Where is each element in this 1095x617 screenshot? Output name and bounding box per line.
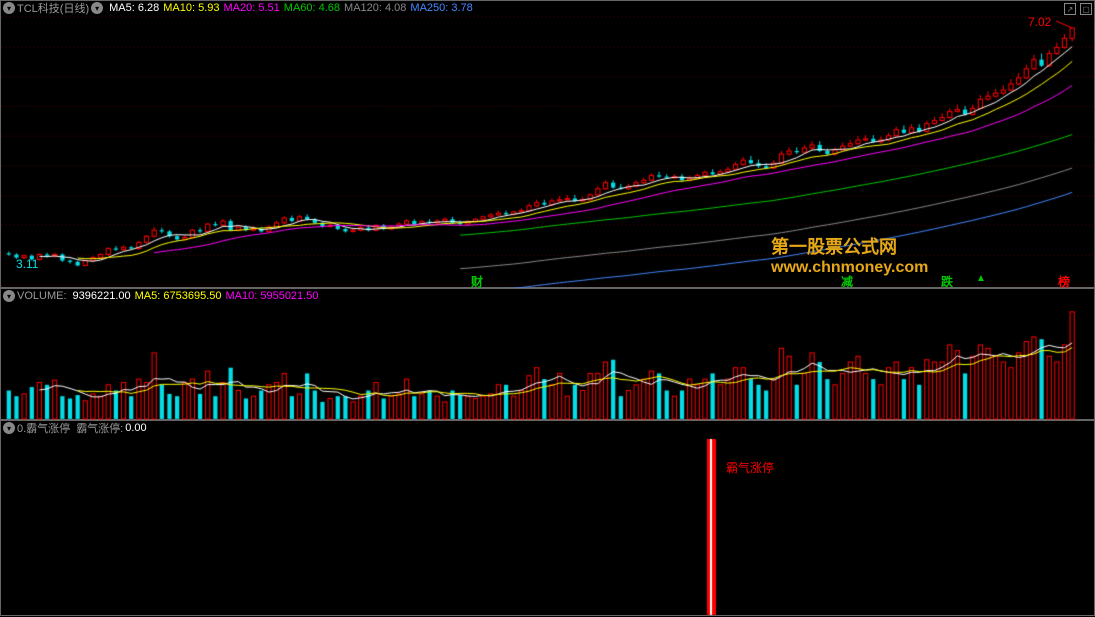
marker-label: 减 bbox=[841, 273, 853, 290]
stock-title: TCL科技(日线) bbox=[17, 0, 89, 16]
collapse-icon[interactable]: ▾ bbox=[3, 422, 15, 434]
settings-icon[interactable]: ▢ bbox=[1080, 3, 1092, 15]
price-low-label: 3.11 bbox=[16, 257, 38, 271]
ma-indicator: MA60: 4.68 bbox=[284, 2, 340, 14]
arrow-up-icon: ▲ bbox=[976, 273, 986, 284]
panel-controls: ↗ ▢ bbox=[1064, 3, 1092, 15]
ma-indicator: MA250: 3.78 bbox=[410, 2, 472, 14]
ma-indicator: MA5: 6.28 bbox=[109, 2, 159, 14]
collapse-icon[interactable]: ▾ bbox=[3, 290, 15, 302]
vol-indicator: 9396221.00 bbox=[73, 290, 131, 302]
collapse-icon[interactable]: ▾ bbox=[3, 2, 15, 14]
volume-canvas bbox=[1, 289, 1095, 421]
panel1-header: ▾ TCL科技(日线) ▾ MA5: 6.28 MA10: 5.93 MA20: 5… bbox=[3, 1, 473, 15]
marker-label: 跌 bbox=[941, 273, 953, 290]
candlestick-canvas bbox=[1, 1, 1095, 289]
ma-indicators-row: MA5: 6.28 MA10: 5.93 MA20: 5.51 MA60: 4.68 M… bbox=[105, 2, 473, 14]
indicator-title: 0.霸气涨停 bbox=[17, 420, 70, 436]
vol-indicator: MA5: 6753695.50 bbox=[135, 290, 222, 302]
indicator-chart-panel[interactable]: ▾ 0.霸气涨停 霸气涨停: 0.00 霸气涨停 bbox=[0, 420, 1095, 616]
watermark: 第一股票公式网 www.chnmoney.com bbox=[771, 233, 928, 277]
volume-indicators-row: 9396221.00 MA5: 6753695.50 MA10: 5955021.5… bbox=[69, 290, 319, 302]
candlestick-chart-panel[interactable]: ▾ TCL科技(日线) ▾ MA5: 6.28 MA10: 5.93 MA20: 5… bbox=[0, 0, 1095, 288]
ma-indicator: MA120: 4.08 bbox=[344, 2, 406, 14]
indicator-sub: 霸气涨停: bbox=[76, 420, 123, 436]
panel2-header: ▾ VOLUME: 9396221.00 MA5: 6753695.50 MA10:… bbox=[3, 289, 318, 303]
indicator-canvas bbox=[1, 421, 1095, 617]
vol-indicator: MA10: 5955021.50 bbox=[226, 290, 319, 302]
marker-label: 榜 bbox=[1058, 273, 1070, 290]
price-high-label: 7.02 bbox=[1028, 15, 1051, 29]
indicator-val: 0.00 bbox=[125, 422, 146, 434]
volume-chart-panel[interactable]: ▾ VOLUME: 9396221.00 MA5: 6753695.50 MA10:… bbox=[0, 288, 1095, 420]
ma-indicator: MA10: 5.93 bbox=[163, 2, 219, 14]
signal-label: 霸气涨停 bbox=[726, 459, 774, 476]
ma-indicator: MA20: 5.51 bbox=[224, 2, 280, 14]
watermark-line1: 第一股票公式网 bbox=[771, 233, 928, 259]
marker-label: 财 bbox=[471, 273, 483, 290]
panel3-header: ▾ 0.霸气涨停 霸气涨停: 0.00 bbox=[3, 421, 147, 435]
arrow-icon[interactable]: ↗ bbox=[1064, 3, 1076, 15]
volume-title: VOLUME: bbox=[17, 290, 67, 302]
toggle-icon[interactable]: ▾ bbox=[91, 2, 103, 14]
